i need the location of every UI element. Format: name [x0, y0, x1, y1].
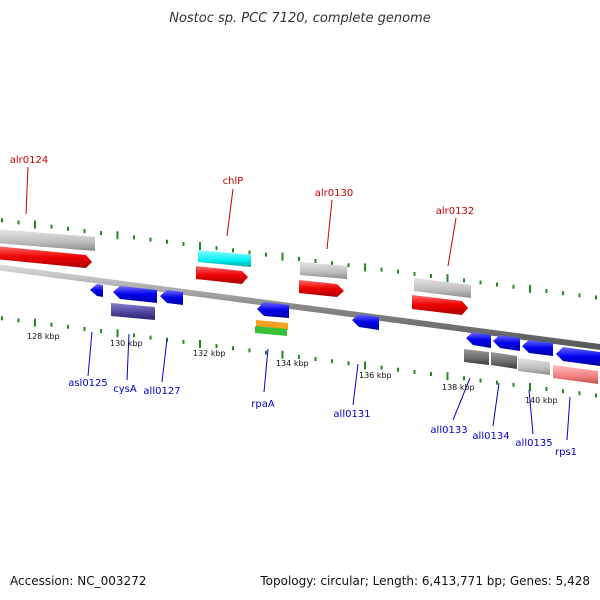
gene-label-rpaA: rpaA — [251, 399, 275, 410]
gene-rps1[interactable] — [553, 347, 600, 441]
gene-label-rps1: rps1 — [555, 447, 577, 458]
gene-label-all0135: all0135 — [515, 438, 552, 449]
scale-label-134: 134 kbp — [276, 359, 309, 368]
gene-all0131[interactable] — [352, 314, 379, 406]
scale-label-136: 136 kbp — [359, 371, 392, 380]
gene-label-alr0130: alr0130 — [315, 188, 353, 199]
scale-label-132: 132 kbp — [193, 349, 226, 358]
gene-label-all0134: all0134 — [472, 431, 509, 442]
scale-label-128: 128 kbp — [27, 332, 60, 341]
gene-alr0130[interactable] — [299, 199, 347, 297]
gene-cysA[interactable] — [111, 286, 157, 381]
genome-stats-text: Topology: circular; Length: 6,413,771 bp… — [259, 574, 590, 588]
forward-tick-marks — [1, 218, 597, 300]
reverse-tick-marks — [1, 316, 597, 398]
gene-label-all0131: all0131 — [333, 409, 370, 420]
gene-alr0132[interactable] — [412, 217, 471, 315]
gene-all0127[interactable] — [160, 290, 183, 383]
accession-text: Accession: NC_003272 — [10, 574, 146, 588]
gene-alr0124[interactable] — [0, 166, 95, 268]
gene-chlP[interactable] — [196, 188, 251, 284]
gene-label-alr0132: alr0132 — [436, 206, 474, 217]
map-title: Nostoc sp. PCC 7120, complete genome — [169, 11, 431, 26]
gene-label-asl0125: asl0125 — [68, 378, 108, 389]
gene-rpaA[interactable] — [255, 302, 289, 393]
gene-label-chlP: chlP — [223, 176, 244, 187]
scale-label-130: 130 kbp — [110, 339, 143, 348]
gene-all0135[interactable] — [518, 340, 553, 435]
scale-label-140: 140 kbp — [525, 396, 558, 405]
gene-all0133[interactable] — [452, 332, 491, 421]
gene-label-all0133: all0133 — [430, 425, 467, 436]
gene-all0134[interactable] — [491, 335, 520, 427]
scale-label-138: 138 kbp — [442, 383, 475, 392]
genome-backbone — [0, 264, 600, 350]
gene-label-all0127: all0127 — [143, 386, 180, 397]
gene-label-alr0124: alr0124 — [10, 155, 48, 166]
gene-asl0125[interactable] — [87, 284, 103, 377]
gene-label-cysA: cysA — [113, 384, 137, 395]
